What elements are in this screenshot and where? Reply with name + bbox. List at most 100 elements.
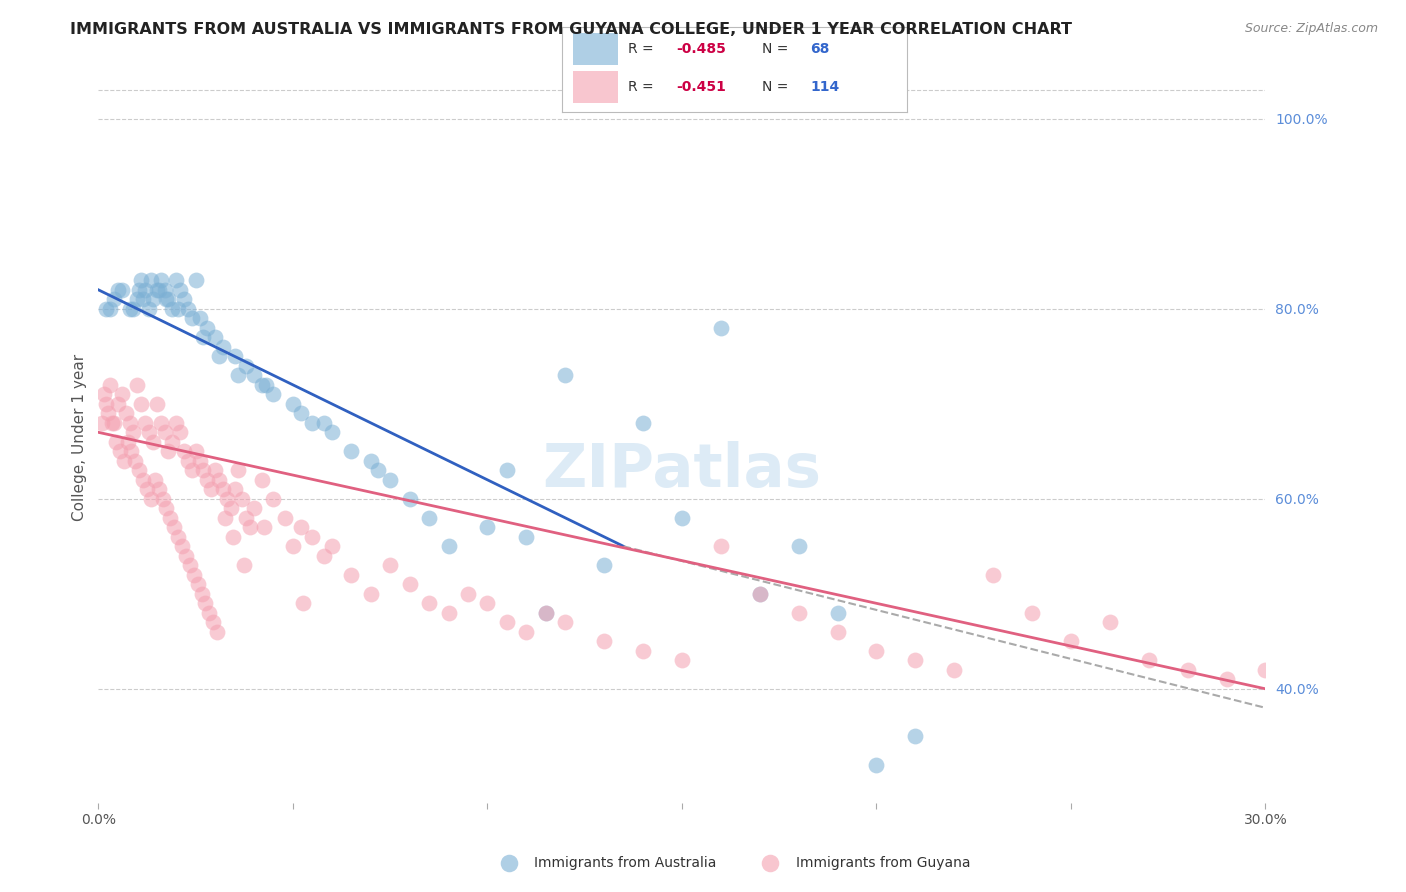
Point (162, 434, 184, 449)
Point (153, 283, 176, 297)
Point (212, 483, 235, 497)
Point (177, 301, 200, 316)
Point (593, 634, 616, 648)
Point (194, 596, 217, 610)
Point (174, 549, 197, 563)
Point (104, 434, 127, 449)
Text: ZIPatlas: ZIPatlas (543, 441, 821, 500)
Point (1215, 673, 1237, 687)
Point (290, 406, 312, 420)
Point (173, 293, 195, 307)
Point (208, 473, 231, 487)
Point (132, 293, 155, 307)
Point (118, 301, 141, 316)
Point (184, 273, 207, 287)
Point (748, 587, 770, 601)
Point (91, 416, 114, 430)
Point (224, 483, 246, 497)
Point (378, 473, 402, 487)
Point (904, 729, 927, 743)
Point (312, 549, 335, 563)
Point (128, 463, 150, 477)
Point (291, 596, 314, 610)
Text: Immigrants from Guyana: Immigrants from Guyana (796, 856, 970, 870)
Point (159, 511, 181, 525)
Point (108, 444, 131, 458)
Point (153, 425, 176, 440)
Point (204, 330, 226, 344)
Point (418, 511, 440, 525)
Point (193, 330, 215, 344)
Point (148, 483, 170, 497)
Point (163, 520, 186, 534)
Point (200, 483, 222, 497)
Point (132, 473, 155, 487)
Point (671, 653, 693, 667)
Text: -0.451: -0.451 (676, 80, 725, 94)
Point (118, 416, 141, 430)
Text: 114: 114 (810, 80, 839, 94)
Point (787, 606, 810, 620)
Point (360, 454, 382, 468)
Point (195, 473, 218, 487)
Point (1021, 606, 1043, 620)
Text: R =: R = (628, 80, 658, 94)
Point (228, 463, 250, 477)
Point (112, 454, 135, 468)
Point (228, 368, 250, 383)
Point (1137, 653, 1160, 667)
Point (262, 387, 284, 401)
Point (250, 473, 273, 487)
Point (111, 387, 134, 401)
Point (180, 311, 202, 326)
Point (98, 377, 121, 392)
Point (127, 377, 149, 392)
Point (233, 558, 256, 573)
Bar (572, 70, 617, 103)
Point (1098, 615, 1121, 630)
Point (177, 454, 200, 468)
Point (205, 624, 228, 639)
Point (398, 491, 420, 506)
Point (631, 416, 654, 430)
Point (787, 539, 810, 553)
Point (96, 301, 118, 316)
Point (710, 539, 733, 553)
Point (165, 416, 187, 430)
Point (495, 615, 517, 630)
Point (169, 283, 191, 297)
Point (250, 377, 273, 392)
Point (515, 530, 537, 544)
Point (155, 501, 177, 516)
Point (235, 511, 257, 525)
Point (146, 283, 169, 297)
Point (360, 587, 382, 601)
Point (865, 644, 887, 658)
Point (243, 501, 266, 516)
Point (202, 615, 225, 630)
Point (827, 624, 849, 639)
Point (134, 283, 156, 297)
Point (195, 321, 218, 335)
Point (418, 596, 440, 610)
Point (138, 425, 160, 440)
Point (169, 425, 191, 440)
Text: -0.485: -0.485 (676, 42, 725, 56)
Point (981, 567, 1004, 582)
Point (128, 283, 150, 297)
Point (136, 483, 159, 497)
Point (107, 283, 129, 297)
Point (208, 349, 231, 363)
Point (221, 530, 243, 544)
Point (142, 293, 165, 307)
Point (671, 511, 693, 525)
Point (165, 273, 187, 287)
Text: Source: ZipAtlas.com: Source: ZipAtlas.com (1244, 22, 1378, 36)
Point (103, 293, 125, 307)
Point (139, 491, 162, 506)
Point (321, 425, 343, 440)
Point (180, 463, 202, 477)
Point (122, 301, 145, 316)
Point (477, 596, 499, 610)
Point (865, 757, 887, 772)
